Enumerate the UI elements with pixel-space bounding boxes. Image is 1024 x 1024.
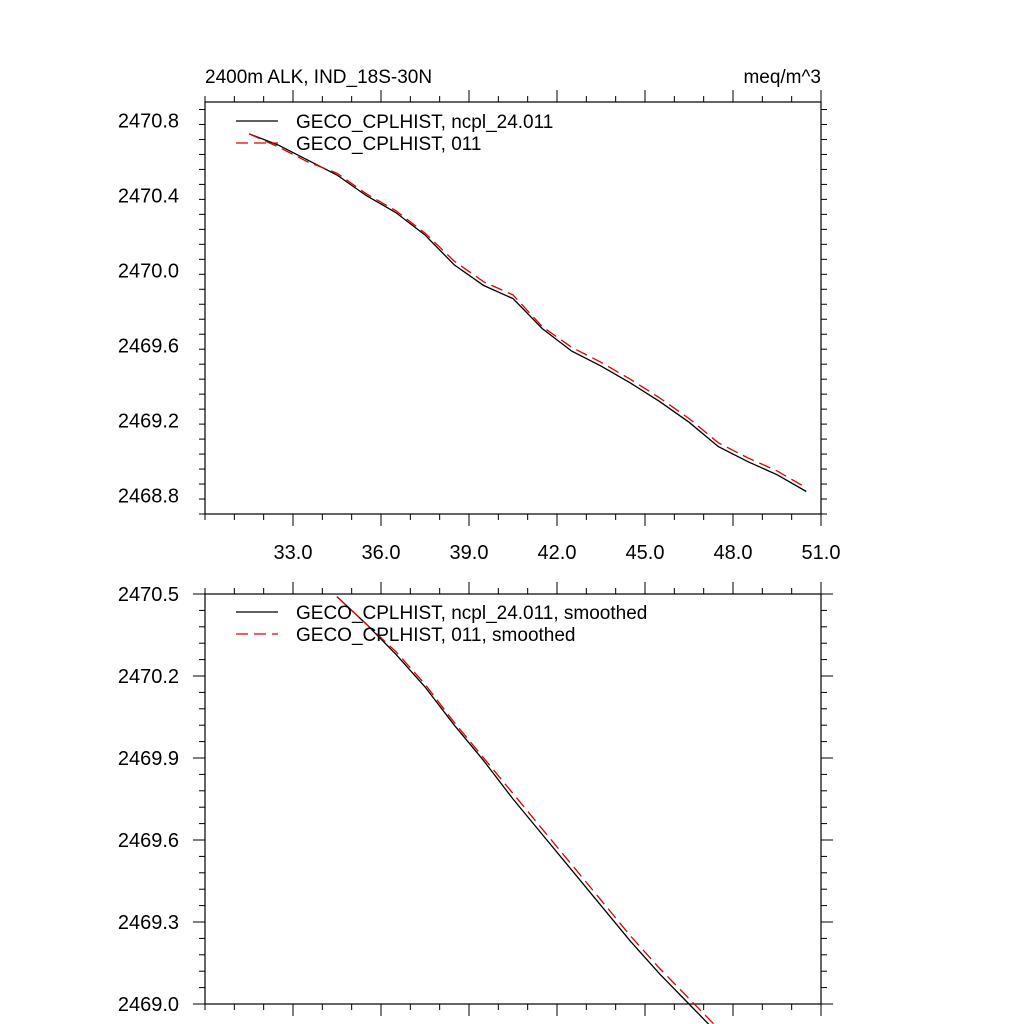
- x-tick-label: 45.0: [626, 542, 665, 564]
- top-series: [248, 133, 807, 493]
- top-panel: 2400m ALK, IND_18S-30N meq/m^3 2468.8246…: [118, 67, 841, 564]
- y-tick-label: 2469.2: [118, 410, 179, 432]
- y-tick-label: 2468.8: [118, 485, 179, 507]
- top-plot-frame: [204, 101, 822, 515]
- series-line-dashed: [248, 133, 807, 489]
- x-tick-label: 48.0: [714, 542, 753, 564]
- top-tick-labels: 2468.8 2469.2 2469.6 2470.0 2470.4 2470.8 33.0…: [118, 111, 841, 564]
- x-tick-label: 51.0: [802, 542, 841, 564]
- legend-label: GECO_CPLHIST, ncpl_24.011: [296, 112, 553, 133]
- y-tick-label: 2470.2: [118, 666, 179, 688]
- legend-label: GECO_CPLHIST, 011, smoothed: [296, 625, 576, 646]
- y-tick-label: 2470.5: [118, 584, 179, 606]
- series-line-solid: [248, 133, 807, 493]
- top-panel-title-right: meq/m^3: [743, 67, 821, 88]
- x-tick-label: 42.0: [538, 542, 577, 564]
- legend-label: GECO_CPLHIST, ncpl_24.011, smoothed: [296, 603, 647, 624]
- x-tick-label: 36.0: [362, 542, 401, 564]
- series-line-solid: [336, 596, 710, 1024]
- y-tick-label: 2470.8: [118, 111, 179, 133]
- legend-label: GECO_CPLHIST, 011: [296, 134, 482, 155]
- y-tick-label: 2469.9: [118, 748, 179, 770]
- y-tick-label: 2469.6: [118, 830, 179, 852]
- bottom-legend: GECO_CPLHIST, ncpl_24.011, smoothedGECO_…: [236, 603, 647, 646]
- y-tick-label: 2470.0: [118, 261, 179, 283]
- bottom-ticks: [193, 582, 833, 1016]
- top-panel-title-left: 2400m ALK, IND_18S-30N: [205, 67, 432, 88]
- x-tick-label: 39.0: [450, 542, 489, 564]
- bottom-tick-labels: 2469.0 2469.3 2469.6 2469.9 2470.2 2470.5: [118, 584, 179, 1016]
- top-ticks: [199, 90, 827, 526]
- bottom-plot-frame: [204, 593, 822, 1005]
- y-tick-label: 2469.3: [118, 912, 179, 934]
- y-tick-label: 2469.6: [118, 335, 179, 357]
- bottom-panel: 2469.0 2469.3 2469.6 2469.9 2470.2 2470.5 GEC…: [118, 582, 833, 1024]
- y-tick-label: 2470.4: [118, 186, 179, 208]
- x-tick-label: 33.0: [274, 542, 313, 564]
- series-line-dashed: [336, 596, 715, 1024]
- y-tick-label: 2469.0: [118, 994, 179, 1016]
- bottom-series: [336, 596, 715, 1024]
